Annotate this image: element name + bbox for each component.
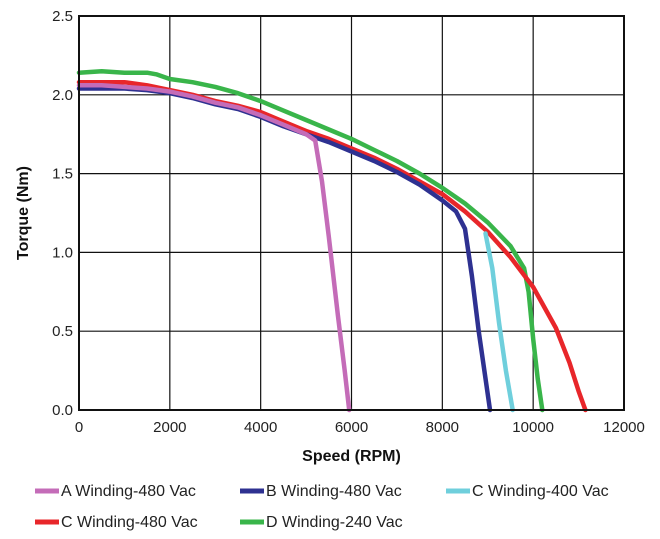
series-lines [76,68,588,413]
legend-label: A Winding-480 Vac [61,483,196,500]
legend-label: C Winding-400 Vac [472,483,609,500]
legend-label: D Winding-240 Vac [266,514,403,531]
x-tick-label: 4000 [244,419,277,436]
x-tick-label: 6000 [335,419,368,436]
x-tick-label: 8000 [426,419,459,436]
legend-label: B Winding-480 Vac [266,483,402,500]
legend-label: C Winding-480 Vac [61,514,198,531]
x-tick-label: 12000 [603,419,645,436]
x-tick-labels: 0 2000 4000 6000 8000 10000 12000 [75,419,645,436]
legend: A Winding-480 Vac B Winding-480 Vac C Wind… [35,483,609,531]
y-tick-label: 0.5 [52,323,73,340]
y-tick-label: 2.5 [52,8,73,25]
series-line-1 [76,86,493,413]
x-axis-title: Speed (RPM) [302,448,401,465]
x-tick-label: 2000 [153,419,186,436]
y-tick-label: 2.0 [52,87,73,104]
plot-frame [78,15,625,411]
series-line-0 [76,83,352,413]
y-axis-title: Torque (Nm) [15,166,32,260]
series-line-2 [483,231,515,413]
y-tick-label: 1.0 [52,244,73,261]
x-tick-label: 0 [75,419,83,436]
series-line-4 [76,68,545,413]
y-tick-label: 0.0 [52,402,73,419]
x-tick-label: 10000 [512,419,554,436]
y-tick-label: 1.5 [52,166,73,183]
y-tick-labels: 0.0 0.5 1.0 1.5 2.0 2.5 [52,8,73,419]
